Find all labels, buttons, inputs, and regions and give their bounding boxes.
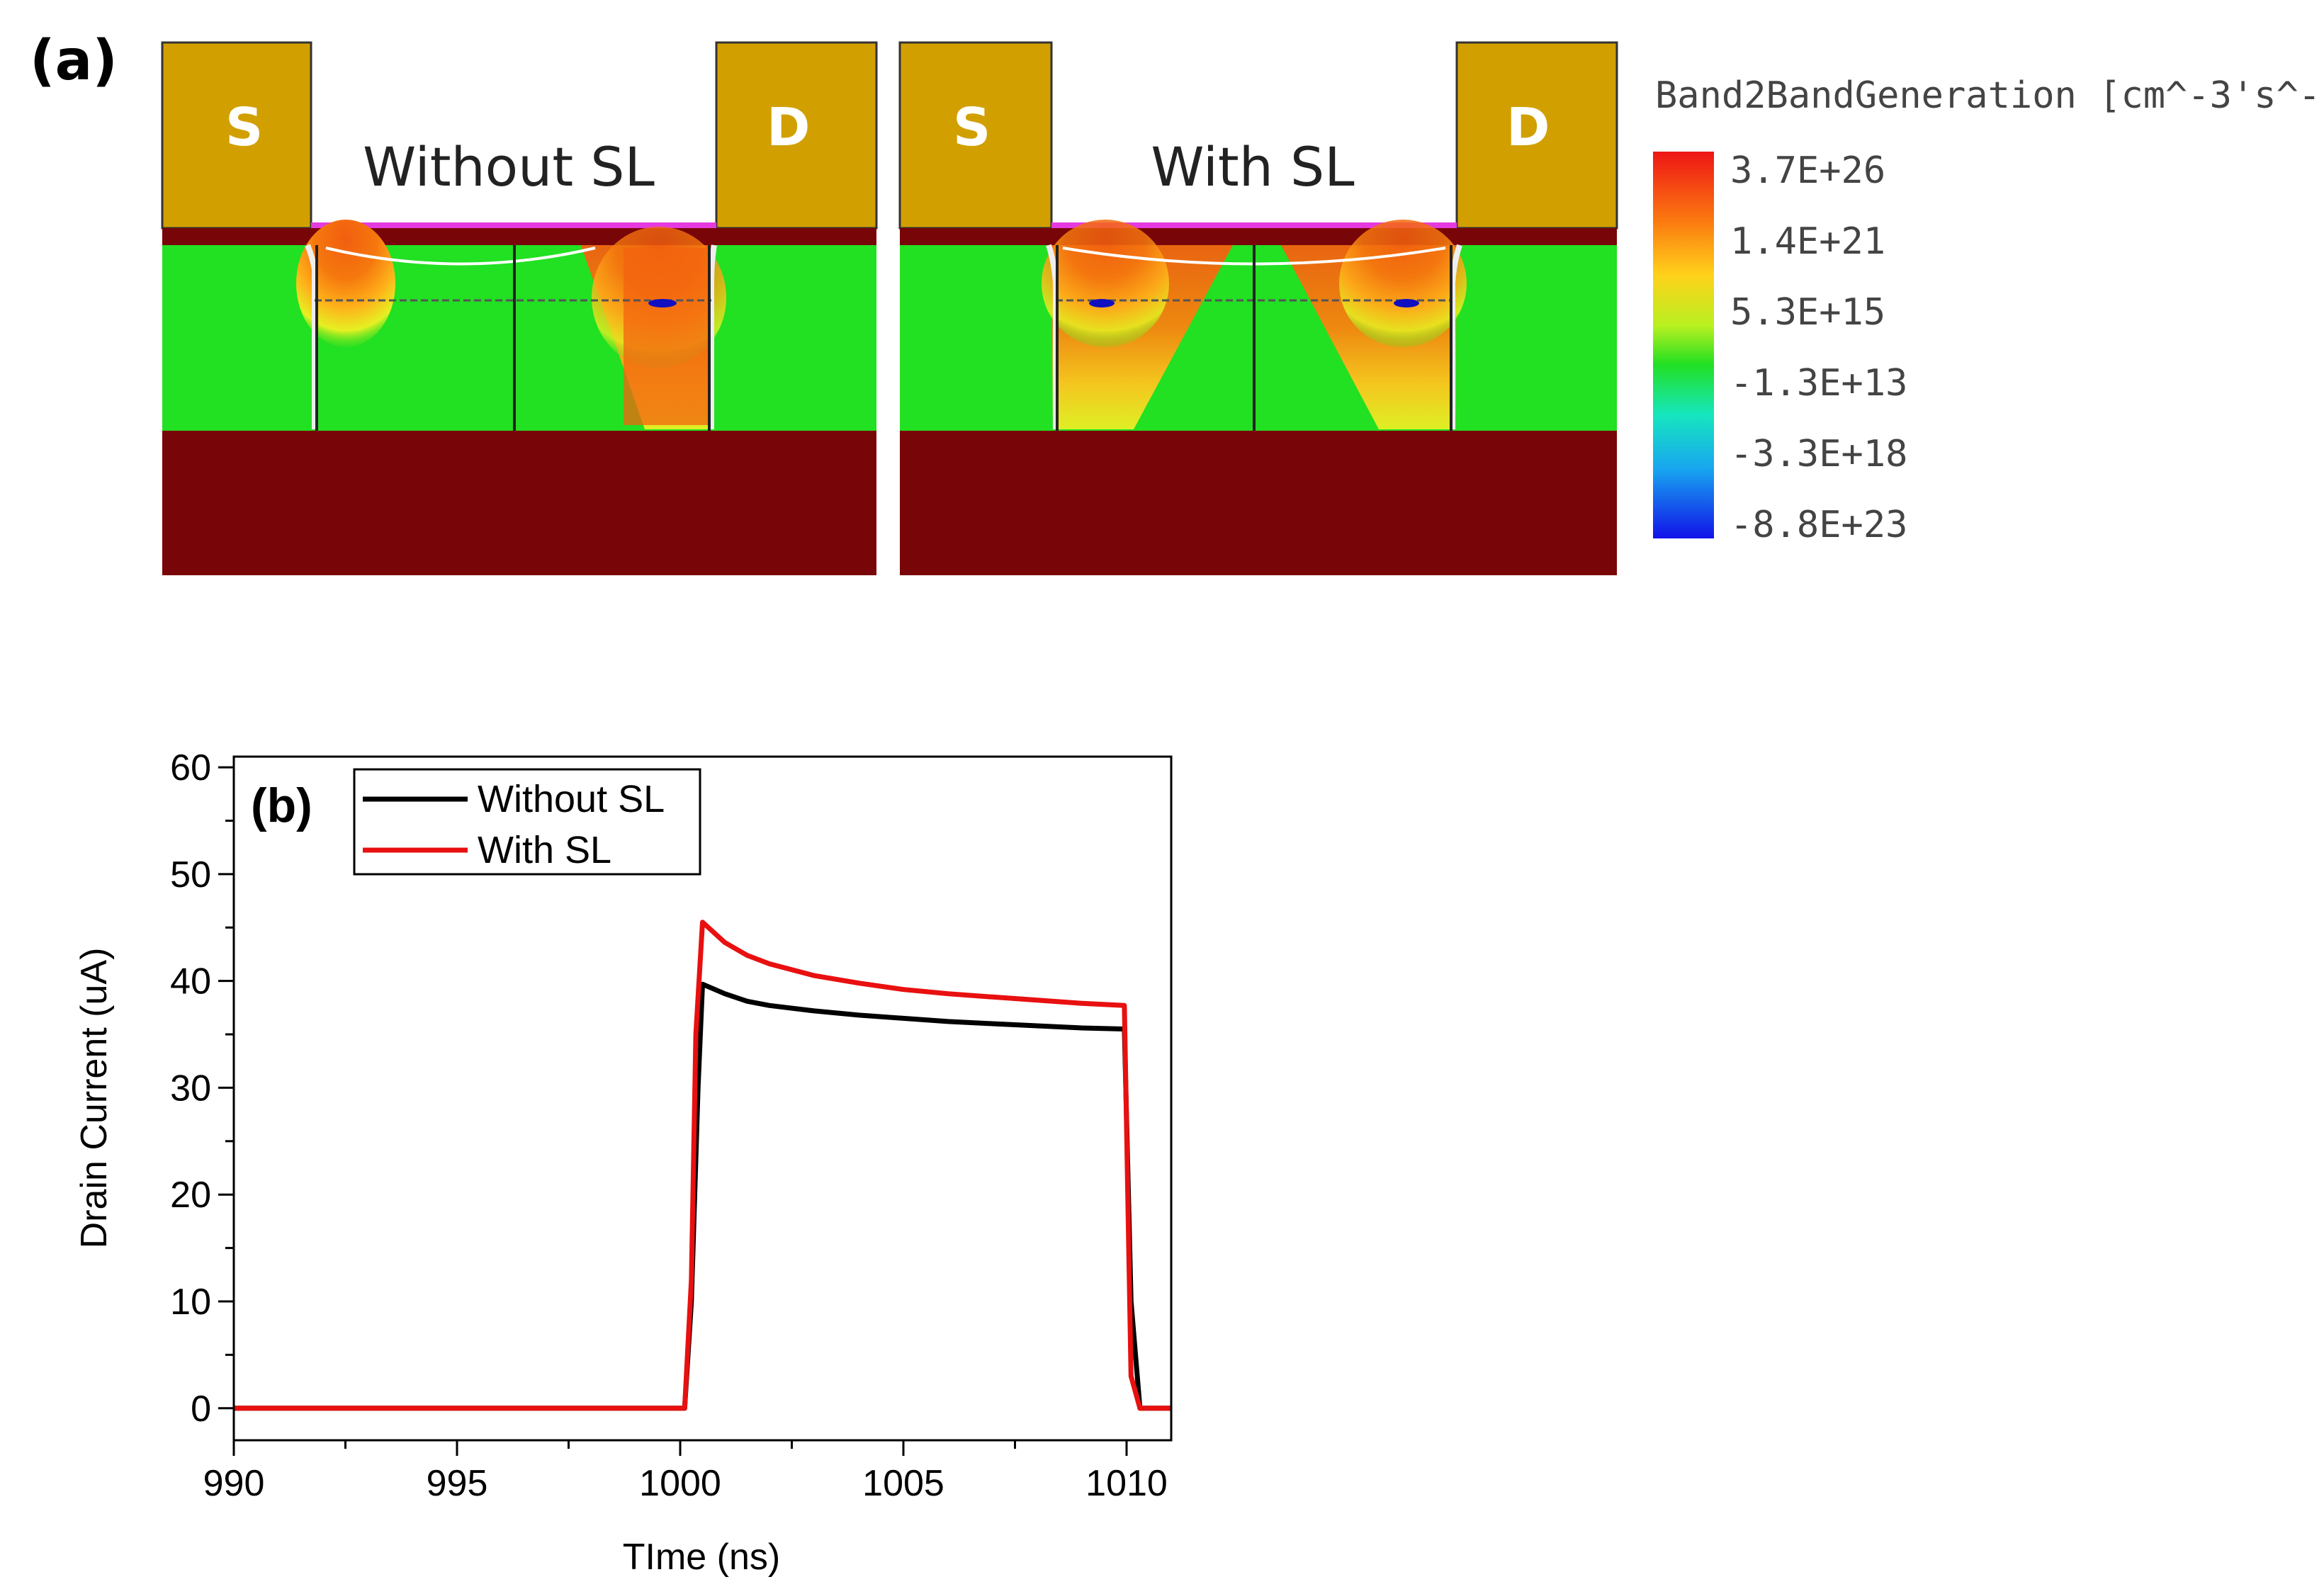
panel-b-label: (b)	[251, 779, 312, 832]
device-title: With SL	[1151, 135, 1354, 198]
substrate	[900, 431, 1617, 575]
colorbar-title: Band2BandGeneration [cm^-3's^-1]	[1655, 74, 2324, 117]
device-title: Without SL	[363, 135, 655, 198]
substrate	[162, 431, 876, 575]
colorbar-tick-label: 3.7E+26	[1730, 149, 1885, 192]
drain-current-chart: 990 995 1000 1005 1010 0 10 20 30 40 50 60 (b) TIme…	[74, 747, 1173, 1578]
colorbar-tick-label: -8.8E+23	[1730, 504, 1907, 546]
y-tick-label: 30	[170, 1068, 211, 1109]
y-tick-label: 50	[170, 854, 211, 895]
y-axis-label: Drain Current (uA)	[74, 948, 115, 1249]
legend: Without SL With SL	[353, 768, 701, 876]
panel-a-label: (a)	[30, 29, 118, 93]
colorbar-gradient	[1653, 152, 1714, 538]
series-line-with-sl	[234, 920, 1171, 1411]
gate-oxide	[311, 222, 716, 230]
colorbar-tick-label: 5.3E+15	[1730, 291, 1885, 334]
colorbar: Band2BandGeneration [cm^-3's^-1] 3.7E+26…	[1653, 74, 2324, 546]
colorbar-tick-label: -1.3E+13	[1730, 362, 1907, 405]
drain-contact	[1455, 41, 1618, 230]
y-tick-label: 60	[170, 747, 211, 788]
device-with-sl: S D With SL	[898, 41, 1618, 575]
gate-oxide	[1051, 222, 1457, 230]
x-axis-label: TIme (ns)	[623, 1537, 780, 1578]
y-tick-label: 40	[170, 961, 211, 1002]
series-line-without-sl	[234, 981, 1171, 1411]
drain-contact	[715, 41, 878, 230]
channel-region	[162, 245, 876, 431]
x-tick-label: 995	[427, 1463, 488, 1504]
drain-label: D	[767, 97, 810, 158]
drain-label: D	[1506, 97, 1550, 158]
y-tick-label: 0	[191, 1389, 211, 1430]
x-tick-label: 990	[203, 1463, 265, 1504]
device-without-sl: S D Without SL	[161, 41, 878, 575]
x-tick-label: 1005	[862, 1463, 944, 1504]
legend-label-without-sl: Without SL	[478, 778, 665, 820]
legend-label-with-sl: With SL	[478, 829, 611, 871]
source-label: S	[953, 97, 991, 158]
channel-region	[900, 245, 1617, 431]
source-contact	[898, 41, 1053, 230]
x-tick-label: 1010	[1085, 1463, 1168, 1504]
colorbar-tick-label: -3.3E+18	[1730, 433, 1907, 475]
y-tick-label: 10	[170, 1282, 211, 1323]
source-contact	[161, 41, 312, 230]
x-tick-label: 1000	[639, 1463, 721, 1504]
source-label: S	[225, 97, 263, 158]
y-tick-label: 20	[170, 1175, 211, 1216]
colorbar-tick-label: 1.4E+21	[1730, 220, 1885, 263]
plot-frame	[232, 755, 1173, 1442]
